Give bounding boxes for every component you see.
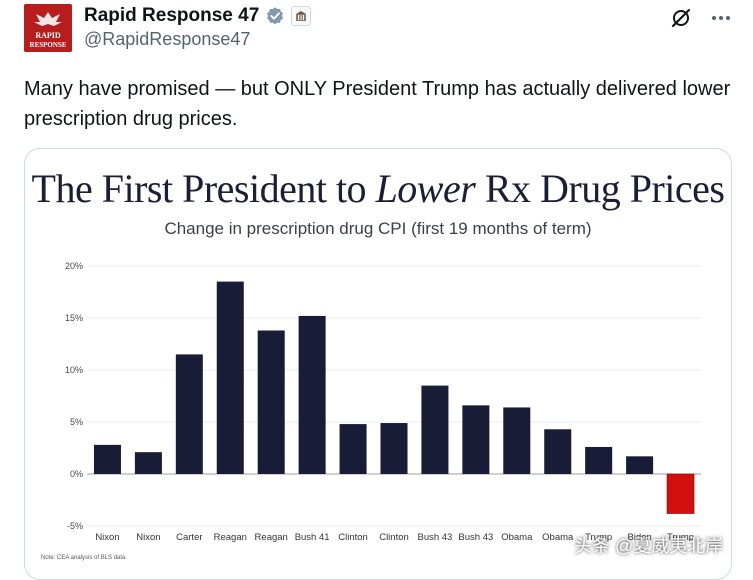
x-tick-label: Clinton <box>338 532 368 543</box>
chart-title: The First President to Lower Rx Drug Pri… <box>25 165 731 212</box>
highlight-bar <box>666 473 695 514</box>
x-tick-label: Bush 41 <box>295 532 330 543</box>
chart-image-card[interactable]: The First President to Lower Rx Drug Pri… <box>24 148 732 580</box>
bar <box>216 281 244 474</box>
chart-note: Note: CEA analysis of BLS data <box>41 555 126 561</box>
bar <box>298 315 326 474</box>
x-tick-label: Trump <box>585 532 612 543</box>
svg-text:RESPONSE: RESPONSE <box>30 41 67 49</box>
chart-subtitle: Change in prescription drug CPI (first 1… <box>164 219 592 238</box>
bar <box>462 405 490 474</box>
chart-title-part2: Rx Drug Prices <box>475 166 725 211</box>
svg-text:RAPID: RAPID <box>35 31 61 40</box>
x-tick-label: Clinton <box>379 532 409 543</box>
x-tick-label: Reagan <box>255 532 288 543</box>
verified-badge-icon <box>267 7 284 25</box>
bar <box>93 444 121 474</box>
x-tick-label: Biden <box>627 532 651 543</box>
tweet-header: RAPID RESPONSE Rapid Response 47 @RapidR… <box>0 0 753 60</box>
bar <box>134 452 162 474</box>
y-tick-label: 20% <box>65 261 83 271</box>
y-tick-label: 0% <box>70 469 83 479</box>
y-tick-label: 5% <box>70 417 83 427</box>
bar <box>380 423 408 474</box>
y-tick-label: 15% <box>65 313 83 323</box>
bar <box>585 446 613 474</box>
y-tick-label: 10% <box>65 365 83 375</box>
eagle-logo-icon: RAPID RESPONSE <box>24 4 72 52</box>
bar <box>175 354 203 474</box>
x-tick-label: Nixon <box>136 532 160 543</box>
bar <box>626 456 654 474</box>
bar <box>544 429 572 474</box>
x-tick-label: Bush 43 <box>458 532 493 543</box>
bar <box>503 407 531 474</box>
tweet-text: Many have promised — but ONLY President … <box>24 78 731 130</box>
x-tick-label: Carter <box>176 532 202 543</box>
user-handle[interactable]: @RapidResponse47 <box>84 29 251 49</box>
x-tick-label: Nixon <box>95 532 119 543</box>
x-tick-label: Reagan <box>214 532 247 543</box>
more-options-icon[interactable] <box>709 6 733 30</box>
bar <box>257 330 285 474</box>
x-tick-label: Obama <box>542 532 574 543</box>
bar <box>421 385 449 474</box>
display-name[interactable]: Rapid Response 47 <box>84 5 260 26</box>
x-tick-label: Bush 43 <box>417 532 452 543</box>
watermark: 头条 @夏威夷北岸 <box>574 536 724 556</box>
chart-title-emphasis: Lower <box>375 166 476 211</box>
chart-title-part1: The First President to <box>31 166 376 211</box>
bar-chart: 20% 15% 10% 5% 0% -5% Nixon Nixon Carter Reagan Re… <box>65 261 701 543</box>
x-tick-label: Trump <box>667 532 694 543</box>
grok-icon[interactable] <box>669 6 693 30</box>
affiliation-badge-icon[interactable] <box>291 6 312 26</box>
y-tick-label: -5% <box>67 521 83 531</box>
bar <box>339 424 367 474</box>
x-tick-label: Obama <box>501 532 533 543</box>
avatar[interactable]: RAPID RESPONSE <box>24 4 72 52</box>
